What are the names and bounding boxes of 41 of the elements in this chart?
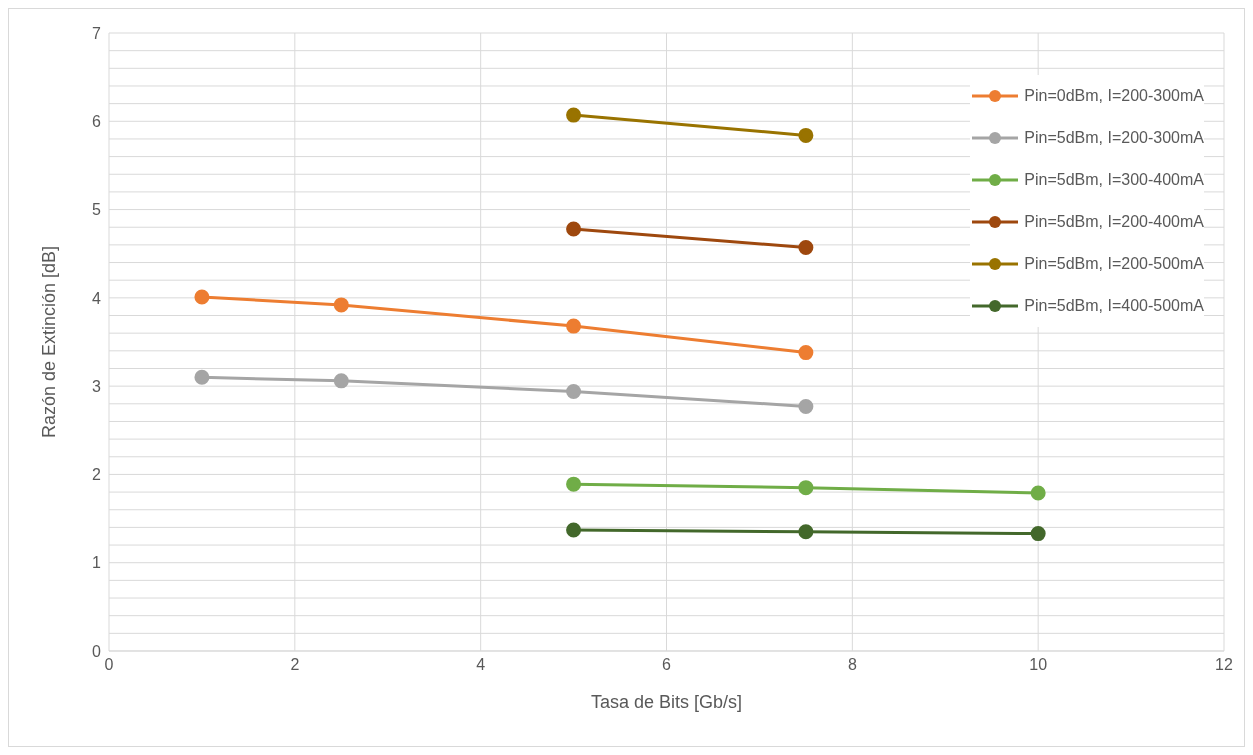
legend-label: Pin=5dBm, I=200-300mA — [1024, 129, 1204, 147]
point — [1030, 526, 1046, 542]
point — [333, 297, 349, 313]
point — [566, 383, 582, 399]
point — [566, 476, 582, 492]
y-tick-label: 5 — [92, 201, 102, 219]
x-tick-label: 8 — [847, 656, 857, 674]
legend-label: Pin=5dBm, I=200-500mA — [1024, 255, 1204, 273]
y-axis-title: Razón de Extinción [dB] — [39, 245, 60, 439]
point — [798, 524, 814, 540]
x-tick-label: 6 — [662, 656, 672, 674]
point — [194, 369, 210, 385]
y-tick-label: 1 — [92, 554, 102, 572]
y-tick-label: 7 — [92, 24, 102, 42]
point — [798, 398, 814, 414]
x-tick-label: 12 — [1215, 656, 1233, 674]
point — [1030, 485, 1046, 501]
y-tick-label: 2 — [92, 466, 102, 484]
legend-label: Pin=0dBm, I=200-300mA — [1024, 87, 1204, 105]
point — [798, 127, 814, 143]
legend-label: Pin=5dBm, I=200-400mA — [1024, 213, 1204, 231]
x-tick-label: 2 — [290, 656, 300, 674]
x-tick-label: 10 — [1029, 656, 1048, 674]
point — [194, 289, 210, 305]
point — [566, 522, 582, 538]
point — [798, 240, 814, 256]
point — [798, 345, 814, 361]
point — [566, 318, 582, 334]
y-tick-label: 6 — [92, 112, 102, 130]
point — [566, 221, 582, 237]
point — [566, 107, 582, 123]
y-tick-label: 3 — [92, 377, 102, 395]
point — [798, 480, 814, 496]
x-axis-title: Tasa de Bits [Gb/s] — [590, 692, 743, 712]
x-tick-label: 0 — [104, 656, 114, 674]
y-tick-label: 0 — [92, 642, 102, 660]
legend-label: Pin=5dBm, I=400-500mA — [1024, 297, 1204, 315]
y-tick-label: 4 — [92, 289, 102, 307]
legend-label: Pin=5dBm, I=300-400mA — [1024, 171, 1204, 189]
x-tick-label: 4 — [476, 656, 486, 674]
point — [333, 373, 349, 389]
